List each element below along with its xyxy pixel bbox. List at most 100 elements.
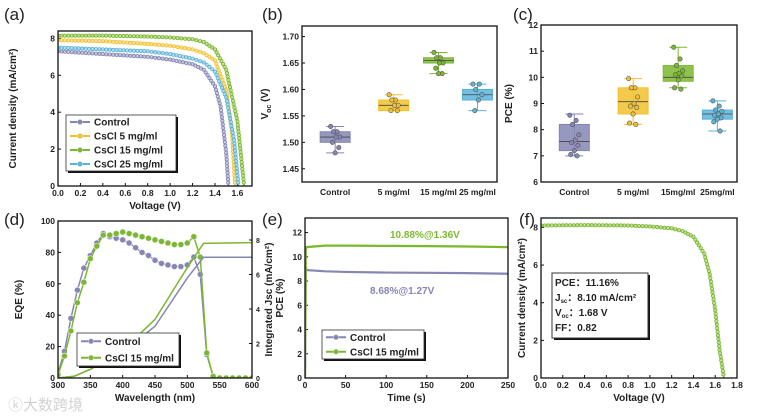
data-point (433, 65, 439, 71)
data-point (435, 71, 441, 77)
data-point (212, 84, 218, 89)
metric-sub: sc (561, 299, 568, 305)
data-point (196, 271, 204, 278)
data-point (627, 103, 633, 109)
data-point (83, 38, 88, 43)
data-point (693, 237, 698, 242)
data-point (676, 228, 681, 233)
plot-area (58, 228, 252, 378)
data-point (73, 33, 78, 38)
data-point (228, 120, 233, 125)
data-point (151, 236, 159, 244)
data-point (121, 40, 126, 45)
data-point (58, 371, 62, 378)
data-point (67, 327, 75, 335)
data-point (138, 249, 146, 256)
data-point (135, 48, 140, 53)
data-point (241, 177, 246, 182)
x-tick-label: 0.4 (579, 380, 591, 390)
data-point (226, 105, 231, 111)
y2-tick-label: 6 (256, 272, 260, 279)
data-point (691, 234, 696, 239)
x-tick-label: 1.8 (731, 380, 743, 390)
data-point (704, 258, 709, 263)
data-point (225, 164, 230, 169)
y-tick-label: 8 (533, 222, 538, 232)
data-point (223, 143, 228, 148)
data-point (138, 54, 143, 59)
metric-sub: oc (562, 314, 570, 320)
data-point (431, 49, 437, 55)
data-point (236, 129, 241, 134)
data-point (218, 82, 223, 87)
data-point (329, 139, 335, 145)
metric-pce: PCE：11.16% (555, 278, 619, 289)
y-tick-label: 80 (46, 247, 56, 257)
data-point (114, 33, 119, 38)
data-point (709, 286, 715, 291)
data-point (119, 228, 126, 236)
data-point (708, 279, 713, 284)
x-tick-label: 1.6 (232, 188, 244, 198)
data-point (207, 76, 212, 81)
data-point (711, 119, 717, 125)
data-point (100, 33, 105, 38)
data-point (156, 56, 161, 61)
data-point (106, 231, 114, 239)
data-point (175, 36, 180, 41)
data-point (128, 53, 133, 58)
y-tick-label: 9 (533, 99, 538, 109)
data-point (87, 38, 92, 43)
data-point (226, 109, 231, 114)
data-point (131, 48, 136, 53)
y-tick-label: 2 (533, 335, 538, 345)
data-point (201, 67, 206, 72)
data-point (571, 223, 576, 228)
data-point (232, 144, 237, 150)
data-point (190, 37, 195, 42)
data-point (179, 45, 184, 50)
data-point (708, 275, 713, 281)
data-point (635, 94, 641, 100)
data-point (158, 260, 165, 267)
data-point (160, 43, 165, 48)
axes-frame (301, 25, 498, 183)
data-point (135, 34, 140, 39)
data-point (472, 108, 478, 114)
data-point (696, 243, 701, 248)
data-point (713, 308, 718, 313)
data-point (698, 246, 703, 251)
data-point (710, 98, 716, 104)
data-point (240, 170, 245, 175)
data-point (93, 242, 101, 250)
category-label: 25 mg/ml (459, 187, 496, 197)
data-point (107, 39, 112, 44)
data-point (209, 78, 214, 83)
data-point (151, 256, 159, 264)
data-point (336, 145, 342, 151)
data-point (100, 52, 105, 57)
data-point (142, 41, 147, 46)
data-point (119, 236, 126, 244)
y-tick-label: 4 (533, 298, 538, 308)
data-point (640, 224, 645, 229)
box (617, 87, 649, 115)
data-point (59, 33, 64, 38)
data-point (546, 223, 551, 228)
data-point (388, 108, 394, 114)
data-point (111, 52, 116, 57)
data-point (80, 50, 85, 55)
data-point (145, 252, 152, 259)
legend: Control CsCl 15 mg/ml (76, 332, 181, 368)
data-point (223, 147, 228, 152)
metrics-frame (551, 272, 649, 339)
y-tick-label: 7 (533, 151, 538, 161)
data-point (611, 223, 616, 228)
data-point (190, 233, 198, 240)
data-point (207, 64, 212, 70)
panel-a: (a) 0 2 4 6 8 0.0 0.2 0.4 0.6 0.8 1.0 1.2 1.4 1.6 Volta… (4, 5, 253, 212)
legend-entry: Control (105, 337, 141, 348)
data-point (90, 46, 95, 52)
y-tick-label: 2 (50, 144, 55, 154)
data-point (568, 152, 574, 158)
